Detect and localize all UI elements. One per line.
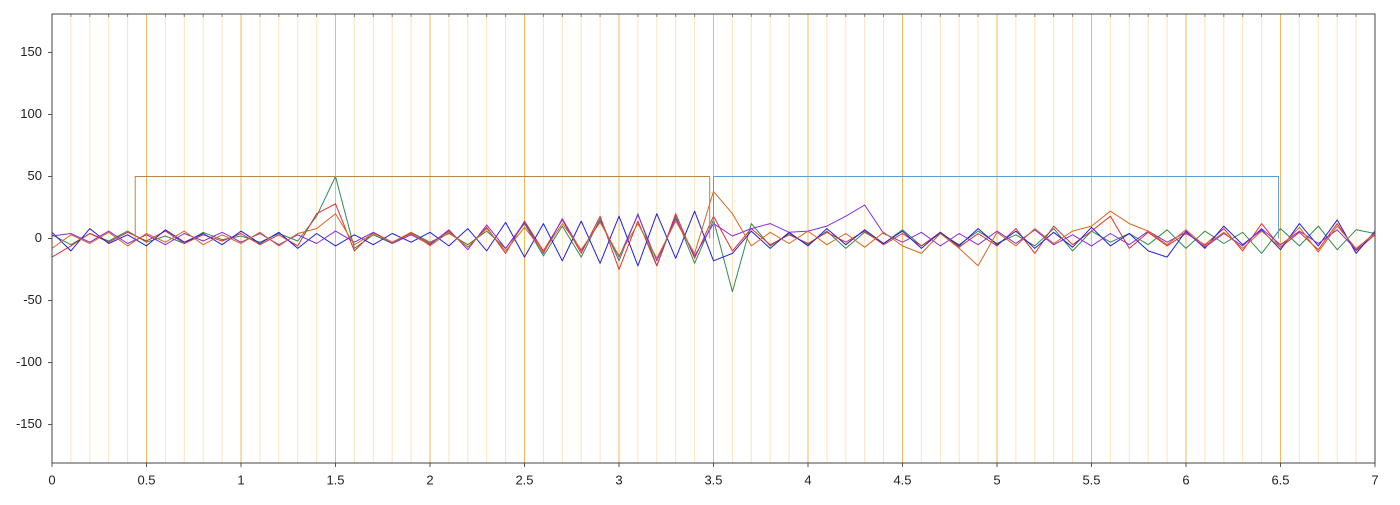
- x-tick-label: 1: [237, 472, 244, 487]
- x-tick-label: 0: [48, 472, 55, 487]
- x-tick-label: 4: [804, 472, 811, 487]
- y-tick-label: 100: [20, 106, 42, 121]
- series-line: [713, 176, 1280, 239]
- x-tick-label: 3: [615, 472, 622, 487]
- x-tick-label: 1.5: [326, 472, 344, 487]
- y-tick-label: -150: [16, 416, 42, 431]
- series-line: [51, 210, 1376, 267]
- x-tick-label: 7: [1371, 472, 1378, 487]
- x-tick-label: 5.5: [1082, 472, 1100, 487]
- y-tick-label: 0: [35, 230, 42, 245]
- y-tick-label: -50: [23, 292, 42, 307]
- x-tick-label: 2.5: [515, 472, 533, 487]
- x-tick-label: 0.5: [137, 472, 155, 487]
- x-tick-label: 6: [1182, 472, 1189, 487]
- y-tick-label: 150: [20, 44, 42, 59]
- y-tick-label: 50: [28, 168, 42, 183]
- x-tick-label: 3.5: [704, 472, 722, 487]
- series-line: [134, 176, 711, 239]
- y-tick-label: -100: [16, 354, 42, 369]
- plot-frame: [51, 13, 1376, 464]
- x-tick-label: 4.5: [893, 472, 911, 487]
- x-tick-label: 6.5: [1271, 472, 1289, 487]
- x-tick-label: 2: [426, 472, 433, 487]
- x-tick-label: 5: [993, 472, 1000, 487]
